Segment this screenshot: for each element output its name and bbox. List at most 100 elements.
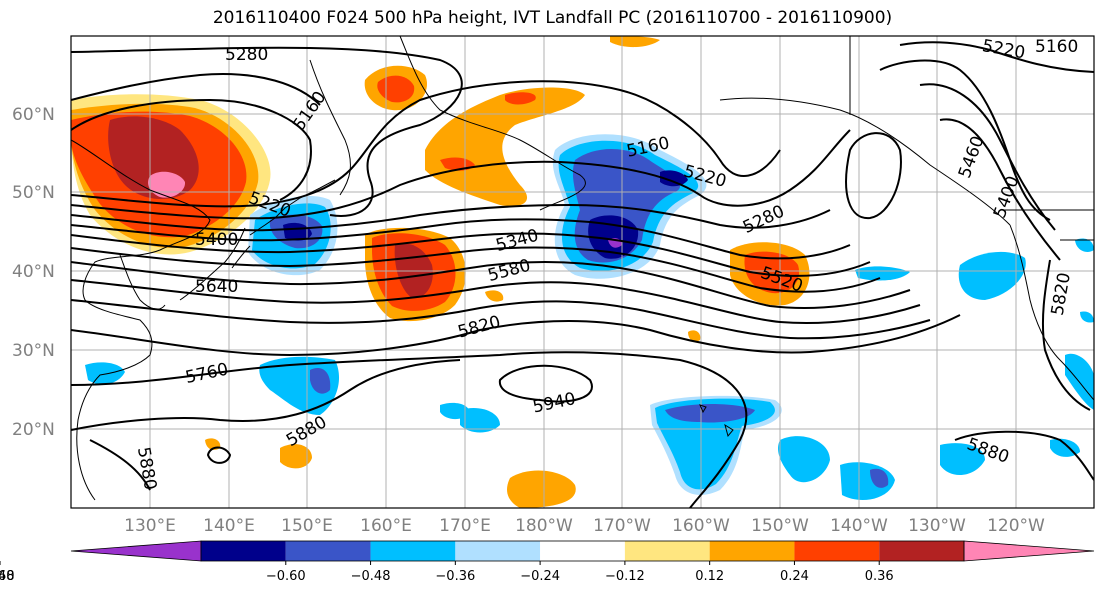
contour-label: 5880	[133, 446, 160, 492]
colorbar-extend-high	[963, 540, 1095, 562]
contour-label: 5160	[289, 88, 330, 135]
colorbar-tick-label: −0.36	[435, 569, 475, 584]
gridlines	[71, 36, 1094, 508]
contour-label: 5280	[225, 45, 268, 65]
lon-label: 130°E	[124, 516, 176, 536]
colorbar-segment	[794, 541, 880, 561]
negative-anomaly-region	[85, 362, 125, 385]
colorbar-segment	[624, 541, 710, 561]
negative-anomaly-region	[940, 443, 985, 476]
height-contour	[71, 73, 321, 106]
colorbar-tick-label: −0.24	[520, 569, 560, 584]
lat-label: 40°N	[12, 262, 55, 282]
contour-label: 5220	[981, 36, 1027, 63]
lon-label: 160°W	[672, 516, 730, 536]
colorbar-tick-label: 0.60	[0, 569, 14, 584]
negative-anomaly-region	[460, 407, 500, 433]
map-title: 2016110400 F024 500 hPa height, IVT Land…	[212, 8, 893, 28]
coastline-kamchatka	[309, 59, 351, 196]
lat-labels: 60°N 50°N 40°N 30°N 20°N	[12, 105, 55, 440]
height-contour	[71, 218, 851, 260]
lon-label: 120°W	[987, 516, 1045, 536]
lat-label: 50°N	[12, 183, 55, 203]
height-contour	[954, 430, 1094, 481]
lon-labels: 130°E 140°E 150°E 160°E 170°E 180°W 170°…	[124, 516, 1045, 536]
positive-anomaly-region	[505, 92, 536, 105]
height-contour	[845, 132, 902, 220]
lon-label: 150°W	[751, 516, 809, 536]
contour-label: 5940	[531, 389, 577, 418]
coastline-asia	[71, 139, 211, 501]
coastline-japan	[179, 227, 251, 301]
negative-anomaly-region	[778, 436, 830, 483]
colorbar-segment	[201, 541, 286, 561]
contour-label: 5760	[184, 359, 230, 388]
contour-label: 5160	[1035, 37, 1078, 57]
positive-anomaly-region	[744, 251, 800, 294]
positive-anomaly-region	[280, 444, 312, 469]
height-contours	[71, 41, 1094, 508]
height-contour	[89, 439, 151, 491]
height-contour	[71, 129, 851, 220]
contour-label: 5460	[955, 133, 989, 180]
contour-label: 5400	[990, 173, 1024, 220]
colorbar-tick-label: 0.12	[695, 569, 724, 584]
positive-anomaly-region	[688, 330, 701, 342]
lon-label: 140°E	[203, 516, 255, 536]
positive-anomaly-region	[485, 290, 504, 302]
lon-label: 140°W	[830, 516, 888, 536]
height-contour	[71, 351, 748, 508]
colorbar-segment	[709, 541, 795, 561]
height-contour	[206, 446, 232, 464]
height-contour	[71, 359, 461, 431]
lat-label: 30°N	[12, 341, 55, 361]
height-contour	[71, 46, 463, 217]
contour-label: 5820	[1048, 271, 1075, 317]
height-contour	[498, 364, 593, 403]
height-contour	[71, 279, 921, 325]
negative-anomaly-region	[655, 398, 775, 490]
positive-anomaly-region	[148, 171, 186, 198]
colorbar-tick-label: 0.36	[865, 569, 894, 584]
lat-label: 20°N	[12, 420, 55, 440]
colorbar-segment	[455, 541, 541, 561]
contour-label: 5580	[486, 256, 533, 287]
lon-label: 160°E	[360, 516, 412, 536]
height-contour	[71, 80, 781, 208]
height-contour	[919, 83, 1056, 231]
height-contour	[71, 232, 871, 277]
colorbar-tick-label: −0.60	[266, 569, 306, 584]
height-contour	[71, 98, 312, 201]
negative-anomaly-region	[665, 404, 755, 423]
negative-anomaly-region	[1080, 311, 1094, 323]
lon-label: 130°W	[908, 516, 966, 536]
contour-label: 5820	[456, 312, 503, 343]
coastline-kuril	[249, 179, 336, 236]
negative-anomaly-region	[958, 251, 1026, 300]
contour-label: 5400	[195, 230, 238, 250]
negative-anomaly-region	[870, 468, 889, 488]
height-contour	[71, 314, 961, 357]
lat-label: 60°N	[12, 105, 55, 125]
coastlines	[71, 36, 1094, 501]
lon-label: 150°E	[281, 516, 333, 536]
colorbar-segment	[540, 541, 625, 561]
coastline-alaska	[399, 36, 1011, 226]
colorbar-tick-label: 0.48	[0, 569, 14, 584]
colorbar-segment	[879, 541, 964, 561]
map-area: 5280 5160 5220 5400 5640 5760 5880 5880 …	[71, 36, 1094, 508]
negative-anomaly-region	[1075, 238, 1094, 252]
height-contour	[71, 261, 911, 309]
coastline-canada-border	[849, 36, 1094, 241]
colorbar-segment	[285, 541, 371, 561]
height-contour	[71, 299, 931, 340]
positive-anomaly-region	[377, 75, 415, 103]
colorbar-segment	[370, 541, 456, 561]
colorbar: −0.60 −0.48 −0.36 −0.24 −0.12 0.12 0.24 0.36 0.4…	[0, 540, 1095, 584]
height-contour	[71, 246, 881, 293]
colorbar-tick-label: −0.12	[605, 569, 645, 584]
coastline-korea	[119, 254, 166, 310]
height-contour	[1041, 259, 1091, 411]
positive-anomaly-region	[610, 36, 660, 48]
lon-label: 180°W	[515, 516, 573, 536]
